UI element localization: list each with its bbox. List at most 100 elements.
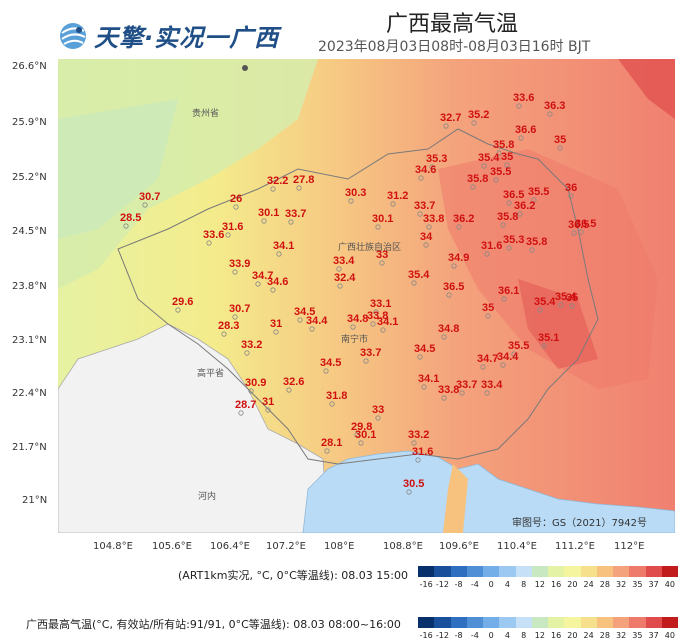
station-marker: [380, 327, 386, 333]
legend-tick: 24: [583, 580, 594, 589]
station-value: 29.6: [172, 296, 193, 308]
station-marker: [417, 354, 423, 360]
station-marker: [484, 390, 490, 396]
station-value: 31.8: [326, 390, 347, 402]
legend-swatch: [596, 566, 613, 577]
lon-label: 110.4°E: [497, 541, 537, 552]
station-marker: [568, 193, 574, 199]
legend-swatch: [483, 566, 500, 577]
lon-label: 108.8°E: [383, 541, 423, 552]
lon-label: 104.8°E: [93, 541, 133, 552]
station-marker: [206, 240, 212, 246]
legend-tick: 16: [551, 580, 562, 589]
legend-tick: -8: [454, 580, 463, 589]
map-copyright: 审图号：GS（2021）7942号: [512, 518, 647, 529]
station-value: 32.6: [283, 376, 304, 388]
station-marker: [493, 177, 499, 183]
legend-tick: 4: [504, 631, 510, 640]
station-value: 30.7: [139, 191, 160, 203]
header: 天擎·实况一广西 广西最高气温 2023年08月03日08时-08月03日16时…: [0, 0, 700, 60]
station-marker: [459, 390, 465, 396]
station-value: 31.6: [481, 240, 502, 252]
legend-tick: 0: [488, 580, 494, 589]
station-marker: [261, 218, 267, 224]
station-value: 35.8: [526, 236, 547, 248]
legend-swatch: [580, 566, 597, 577]
legend-tick: -8: [454, 631, 463, 640]
legend-swatch: [564, 566, 581, 577]
legend-swatch: [515, 566, 532, 577]
legend-swatch: [629, 566, 646, 577]
station-value: 35.1: [538, 332, 559, 344]
lat-label: 23.8°N: [12, 281, 47, 292]
station-value: 34.1: [273, 240, 294, 252]
legend-tick: 35: [632, 580, 643, 589]
legend2-label: 广西最高气温(°C, 有效站/所有站:91/91, 0°C等温线): 08.03…: [26, 618, 401, 631]
station-value: 33.8: [438, 384, 459, 396]
station-value: 27.8: [293, 174, 314, 186]
station-value: 31.2: [387, 190, 408, 202]
station-marker: [255, 281, 261, 287]
station-value: 34.7: [252, 270, 273, 282]
station-marker: [571, 230, 577, 236]
station-marker: [324, 448, 330, 454]
station-marker: [578, 229, 584, 235]
legend-tick: 20: [567, 631, 578, 640]
lat-label: 22.4°N: [12, 388, 47, 399]
sea: [302, 450, 675, 533]
place-label-henei: 河内: [198, 490, 216, 502]
station-value: 33.6: [513, 92, 534, 104]
legend-tick: 12: [534, 580, 545, 589]
station-value: 30.9: [245, 377, 266, 389]
station-value: 33.7: [414, 200, 435, 212]
legend-tick: 32: [616, 580, 627, 589]
station-marker: [485, 313, 491, 319]
legend-swatch: [418, 566, 435, 577]
station-value: 34.5: [320, 357, 341, 369]
station-marker: [501, 296, 507, 302]
legend-tick: -12: [435, 580, 449, 589]
station-value: 35: [554, 134, 566, 146]
station-value: 34.5: [414, 343, 435, 355]
station-marker: [423, 242, 429, 248]
station-value: 28.5: [120, 212, 141, 224]
legend-swatch: [450, 566, 467, 577]
station-value: 33.9: [229, 258, 250, 270]
station-value: 35.5: [528, 186, 549, 198]
legend-tick: 24: [583, 631, 594, 640]
station-marker: [244, 350, 250, 356]
legend-tick: 40: [664, 631, 675, 640]
legend-tick: 20: [567, 580, 578, 589]
station-marker: [232, 269, 238, 275]
station-marker: [348, 198, 354, 204]
station-marker: [470, 184, 476, 190]
station-marker: [123, 223, 129, 229]
station-marker: [270, 287, 276, 293]
legend-tick: 37: [648, 631, 659, 640]
legend-swatch: [466, 617, 483, 628]
legend-swatch: [629, 617, 646, 628]
station-marker: [337, 283, 343, 289]
station-marker: [531, 197, 537, 203]
place-label-nanning: 南宁市: [341, 333, 368, 345]
station-value: 30.5: [403, 478, 424, 490]
station-marker: [411, 280, 417, 286]
station-value: 29.8: [351, 421, 372, 433]
temperature-map: [58, 59, 675, 533]
lat-label: 26.6°N: [12, 61, 47, 72]
station-value: 34.6: [267, 276, 288, 288]
station-value: 35.8: [467, 173, 488, 185]
legend-swatch: [580, 617, 597, 628]
legend-swatch: [483, 617, 500, 628]
station-marker: [288, 219, 294, 225]
legend-swatch: [548, 566, 565, 577]
station-marker: [516, 103, 522, 109]
legend-tick: 8: [521, 580, 527, 589]
station-value: 31: [262, 396, 274, 408]
station-marker: [500, 362, 506, 368]
station-value: 33.2: [241, 339, 262, 351]
place-label-guangxi: 广西壮族自治区: [338, 241, 401, 253]
station-value: 32.4: [334, 272, 356, 284]
legend-swatch: [661, 566, 678, 577]
